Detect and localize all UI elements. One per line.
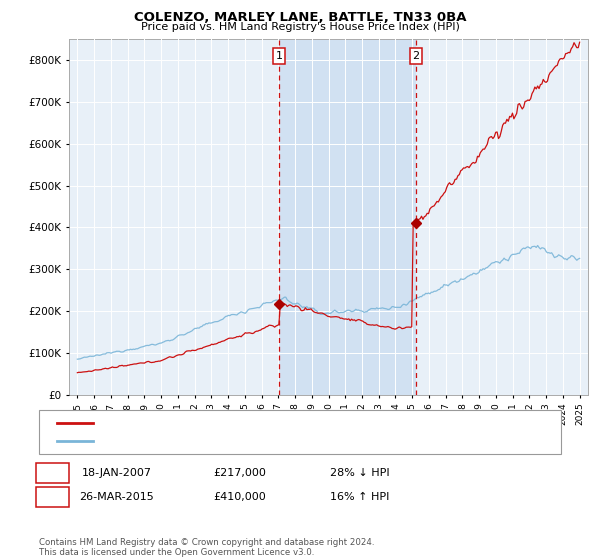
Text: Contains HM Land Registry data © Crown copyright and database right 2024.
This d: Contains HM Land Registry data © Crown c…: [39, 538, 374, 557]
Text: 2: 2: [412, 51, 419, 61]
Text: 18-JAN-2007: 18-JAN-2007: [82, 468, 152, 478]
Text: 1: 1: [49, 468, 56, 478]
Text: £410,000: £410,000: [214, 492, 266, 502]
Text: £217,000: £217,000: [214, 468, 266, 478]
Text: 2: 2: [49, 492, 56, 502]
Text: 28% ↓ HPI: 28% ↓ HPI: [330, 468, 390, 478]
Text: COLENZO, MARLEY LANE, BATTLE, TN33 0BA (detached house): COLENZO, MARLEY LANE, BATTLE, TN33 0BA (…: [99, 418, 413, 428]
Text: Price paid vs. HM Land Registry's House Price Index (HPI): Price paid vs. HM Land Registry's House …: [140, 22, 460, 32]
Text: 16% ↑ HPI: 16% ↑ HPI: [331, 492, 389, 502]
Text: 26-MAR-2015: 26-MAR-2015: [80, 492, 154, 502]
Text: 1: 1: [275, 51, 283, 61]
Bar: [279, 39, 416, 395]
Text: HPI: Average price, detached house, Rother: HPI: Average price, detached house, Roth…: [99, 436, 316, 446]
Text: COLENZO, MARLEY LANE, BATTLE, TN33 0BA: COLENZO, MARLEY LANE, BATTLE, TN33 0BA: [134, 11, 466, 24]
